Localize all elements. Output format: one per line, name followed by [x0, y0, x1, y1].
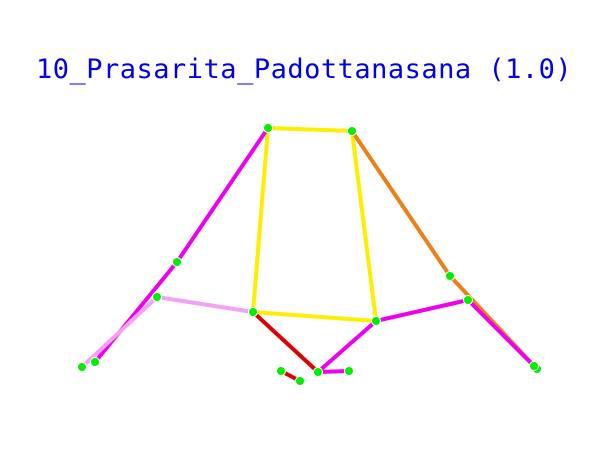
keypoint-left-knee	[152, 292, 162, 302]
bone-left-shoulder-to-left-hip	[251, 126, 270, 314]
bone-left-hip-to-left-knee	[155, 295, 255, 314]
bone-right-knee-to-right-ankle	[466, 298, 536, 368]
bone-left-shoulder-to-right-shoulder	[266, 126, 354, 133]
bone-right-hip-to-head-center-right	[316, 319, 378, 374]
bone-left-knee-to-left-ankle	[80, 295, 159, 369]
keypoint-right-shoulder	[347, 126, 357, 136]
keypoint-head-left	[276, 366, 286, 376]
bone-left-shoulder-to-left-elbow	[175, 126, 270, 264]
keypoint-left-wrist	[90, 357, 100, 367]
keypoint-right-knee	[463, 295, 473, 305]
bone-left-hip-to-head-center-right	[251, 310, 320, 374]
pose-title: 10_Prasarita_Padottanasana (1.0)	[36, 54, 573, 85]
bone-left-hip-to-right-hip	[251, 310, 378, 323]
keypoint-left-ankle	[77, 362, 87, 372]
bone-right-shoulder-to-right-hip	[350, 129, 378, 323]
keypoint-right-hip	[371, 316, 381, 326]
bone-right-hip-to-right-knee	[374, 298, 470, 323]
bone-left-elbow-to-left-wrist	[93, 260, 179, 364]
keypoint-right-ankle	[529, 361, 539, 371]
keypoint-left-elbow	[172, 257, 182, 267]
keypoint-head-center-left	[295, 376, 305, 386]
keypoint-left-shoulder	[263, 123, 273, 133]
keypoint-head-center-right	[313, 367, 323, 377]
keypoints	[77, 123, 542, 386]
bone-right-shoulder-to-right-elbow	[350, 129, 452, 278]
keypoint-left-hip	[248, 307, 258, 317]
keypoint-right-elbow	[445, 271, 455, 281]
bones	[80, 126, 539, 383]
keypoint-head-right	[344, 366, 354, 376]
bone-head-center-right-to-head-right	[316, 369, 351, 374]
